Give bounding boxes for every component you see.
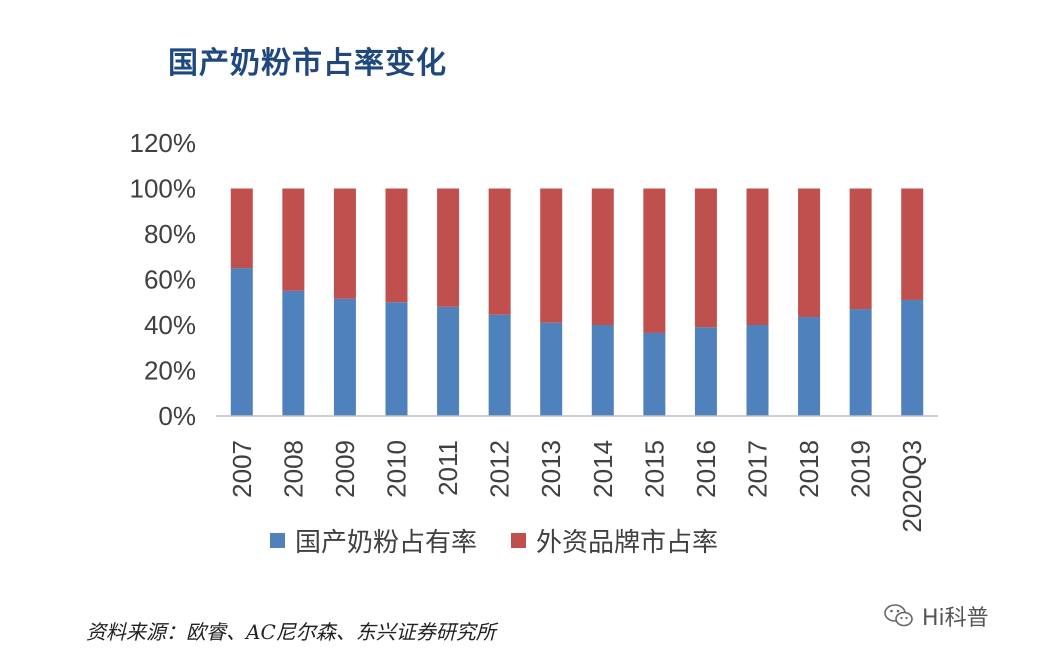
bar-foreign xyxy=(540,188,563,323)
chart-title: 国产奶粉市占率变化 xyxy=(168,46,447,81)
bar-foreign xyxy=(385,188,408,303)
wechat-icon xyxy=(884,604,913,627)
bar-domestic xyxy=(282,290,305,416)
source-note: 资料来源：欧睿、AC尼尔森、东兴证券研究所 xyxy=(86,620,496,644)
x-tick-label: 2016 xyxy=(691,440,721,498)
y-tick-label: 0% xyxy=(158,401,196,431)
bar-foreign xyxy=(643,188,666,333)
bar-foreign xyxy=(488,188,511,315)
legend-swatch-foreign xyxy=(511,533,527,548)
watermark: Hi科普 xyxy=(884,600,989,632)
bar-domestic xyxy=(385,302,408,416)
x-tick-label: 2020Q3 xyxy=(897,440,927,533)
legend-label-domestic: 国产奶粉占有率 xyxy=(295,528,478,558)
bar-foreign xyxy=(282,188,305,291)
x-tick-label: 2019 xyxy=(846,440,876,498)
bar-domestic xyxy=(488,314,511,416)
bar-domestic xyxy=(230,268,253,416)
y-tick-label: 40% xyxy=(144,310,196,340)
bar-domestic xyxy=(333,298,356,416)
bar-foreign xyxy=(901,188,924,300)
legend-label-foreign: 外资品牌市占率 xyxy=(536,528,719,558)
bar-domestic xyxy=(694,327,717,416)
legend-item-domestic: 国产奶粉占有率 xyxy=(270,522,477,559)
bar-domestic xyxy=(437,306,460,416)
bar-foreign xyxy=(230,188,253,269)
y-tick-label: 80% xyxy=(144,219,196,249)
y-tick-label: 100% xyxy=(130,174,197,204)
bar-foreign xyxy=(333,188,356,299)
bar-domestic xyxy=(798,317,821,416)
bar-domestic xyxy=(591,325,614,416)
x-tick-label: 2008 xyxy=(278,440,308,498)
x-tick-label: 2012 xyxy=(485,440,515,498)
legend-item-foreign: 外资品牌市占率 xyxy=(511,522,718,559)
legend-swatch-domestic xyxy=(270,533,285,548)
bar-foreign xyxy=(437,188,460,307)
bar-foreign xyxy=(694,188,717,328)
y-tick-label: 60% xyxy=(144,265,196,295)
x-tick-label: 2017 xyxy=(743,440,773,498)
bar-domestic xyxy=(540,322,563,416)
bar-domestic xyxy=(849,309,872,416)
x-tick-label: 2018 xyxy=(794,440,824,498)
x-tick-label: 2013 xyxy=(536,440,566,498)
x-tick-label: 2007 xyxy=(227,440,257,498)
bar-domestic xyxy=(901,299,924,416)
y-tick-label: 120% xyxy=(130,128,197,158)
bar-domestic xyxy=(746,325,769,416)
x-tick-label: 2015 xyxy=(639,440,669,498)
bar-foreign xyxy=(746,188,769,325)
bar-foreign xyxy=(798,188,821,318)
bar-domestic xyxy=(643,332,666,416)
bar-foreign xyxy=(591,188,614,325)
x-tick-label: 2011 xyxy=(433,440,463,496)
watermark-text: Hi科普 xyxy=(922,606,989,631)
x-tick-label: 2014 xyxy=(588,440,618,498)
x-tick-label: 2010 xyxy=(382,440,412,498)
x-tick-label: 2009 xyxy=(330,440,360,498)
y-tick-label: 20% xyxy=(144,356,196,386)
bar-foreign xyxy=(849,188,872,310)
legend: 国产奶粉占有率 外资品牌市占率 xyxy=(270,522,752,559)
